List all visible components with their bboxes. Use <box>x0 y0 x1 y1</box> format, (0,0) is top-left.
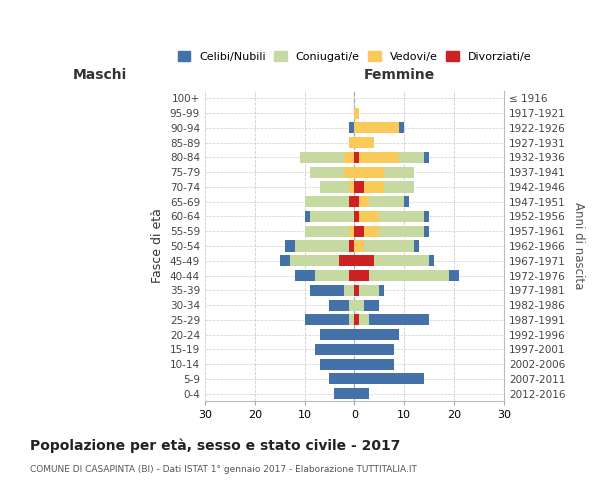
Bar <box>329 300 349 310</box>
Bar <box>310 284 344 296</box>
Bar <box>399 122 404 134</box>
Bar <box>370 314 429 326</box>
Bar <box>355 374 424 384</box>
Bar <box>349 314 355 326</box>
Bar <box>349 300 355 310</box>
Bar <box>379 211 424 222</box>
Bar <box>359 152 399 163</box>
Bar <box>329 374 355 384</box>
Bar <box>314 344 355 355</box>
Bar <box>334 388 355 399</box>
Bar <box>355 255 374 266</box>
Bar <box>385 166 414 178</box>
Bar <box>370 196 404 207</box>
Bar <box>364 240 414 252</box>
Y-axis label: Anni di nascita: Anni di nascita <box>572 202 585 290</box>
Bar <box>340 255 355 266</box>
Bar <box>449 270 459 281</box>
Bar <box>310 166 344 178</box>
Bar <box>355 358 394 370</box>
Y-axis label: Fasce di età: Fasce di età <box>151 208 164 284</box>
Bar <box>359 196 370 207</box>
Bar <box>370 270 449 281</box>
Text: Femmine: Femmine <box>364 68 435 82</box>
Bar <box>320 358 355 370</box>
Bar <box>349 270 355 281</box>
Bar <box>359 314 370 326</box>
Bar <box>355 344 394 355</box>
Bar <box>305 211 310 222</box>
Bar <box>355 314 359 326</box>
Bar <box>344 166 355 178</box>
Bar <box>299 152 344 163</box>
Bar <box>355 388 370 399</box>
Bar <box>374 255 429 266</box>
Bar <box>355 108 359 118</box>
Bar <box>349 137 355 148</box>
Bar <box>310 211 355 222</box>
Bar <box>429 255 434 266</box>
Bar <box>349 240 355 252</box>
Bar <box>349 226 355 237</box>
Bar <box>314 270 349 281</box>
Bar <box>355 166 385 178</box>
Bar <box>355 240 364 252</box>
Bar <box>355 270 370 281</box>
Bar <box>284 240 295 252</box>
Bar <box>399 152 424 163</box>
Text: Popolazione per età, sesso e stato civile - 2017: Popolazione per età, sesso e stato civil… <box>30 438 400 453</box>
Legend: Celibi/Nubili, Coniugati/e, Vedovi/e, Divorziati/e: Celibi/Nubili, Coniugati/e, Vedovi/e, Di… <box>173 47 535 66</box>
Bar <box>414 240 419 252</box>
Bar <box>424 152 429 163</box>
Bar <box>424 226 429 237</box>
Bar <box>320 329 355 340</box>
Text: Maschi: Maschi <box>73 68 127 82</box>
Bar <box>349 196 355 207</box>
Bar <box>364 300 379 310</box>
Bar <box>280 255 290 266</box>
Bar <box>355 196 359 207</box>
Bar <box>349 182 355 192</box>
Bar <box>305 314 349 326</box>
Bar <box>355 329 399 340</box>
Bar <box>295 240 349 252</box>
Bar <box>295 270 314 281</box>
Bar <box>355 122 399 134</box>
Bar <box>305 196 349 207</box>
Bar <box>344 284 355 296</box>
Bar <box>359 211 379 222</box>
Bar <box>364 226 379 237</box>
Bar <box>290 255 340 266</box>
Bar <box>404 196 409 207</box>
Bar <box>355 182 364 192</box>
Bar <box>355 152 359 163</box>
Bar <box>385 182 414 192</box>
Bar <box>355 284 359 296</box>
Text: COMUNE DI CASAPINTA (BI) - Dati ISTAT 1° gennaio 2017 - Elaborazione TUTTITALIA.: COMUNE DI CASAPINTA (BI) - Dati ISTAT 1°… <box>30 466 417 474</box>
Bar <box>355 226 364 237</box>
Bar <box>305 226 349 237</box>
Bar <box>355 211 359 222</box>
Bar <box>320 182 349 192</box>
Bar <box>355 137 374 148</box>
Bar <box>424 211 429 222</box>
Bar <box>364 182 385 192</box>
Bar <box>379 226 424 237</box>
Bar <box>344 152 355 163</box>
Bar <box>349 122 355 134</box>
Bar <box>355 300 364 310</box>
Bar <box>379 284 385 296</box>
Bar <box>359 284 379 296</box>
